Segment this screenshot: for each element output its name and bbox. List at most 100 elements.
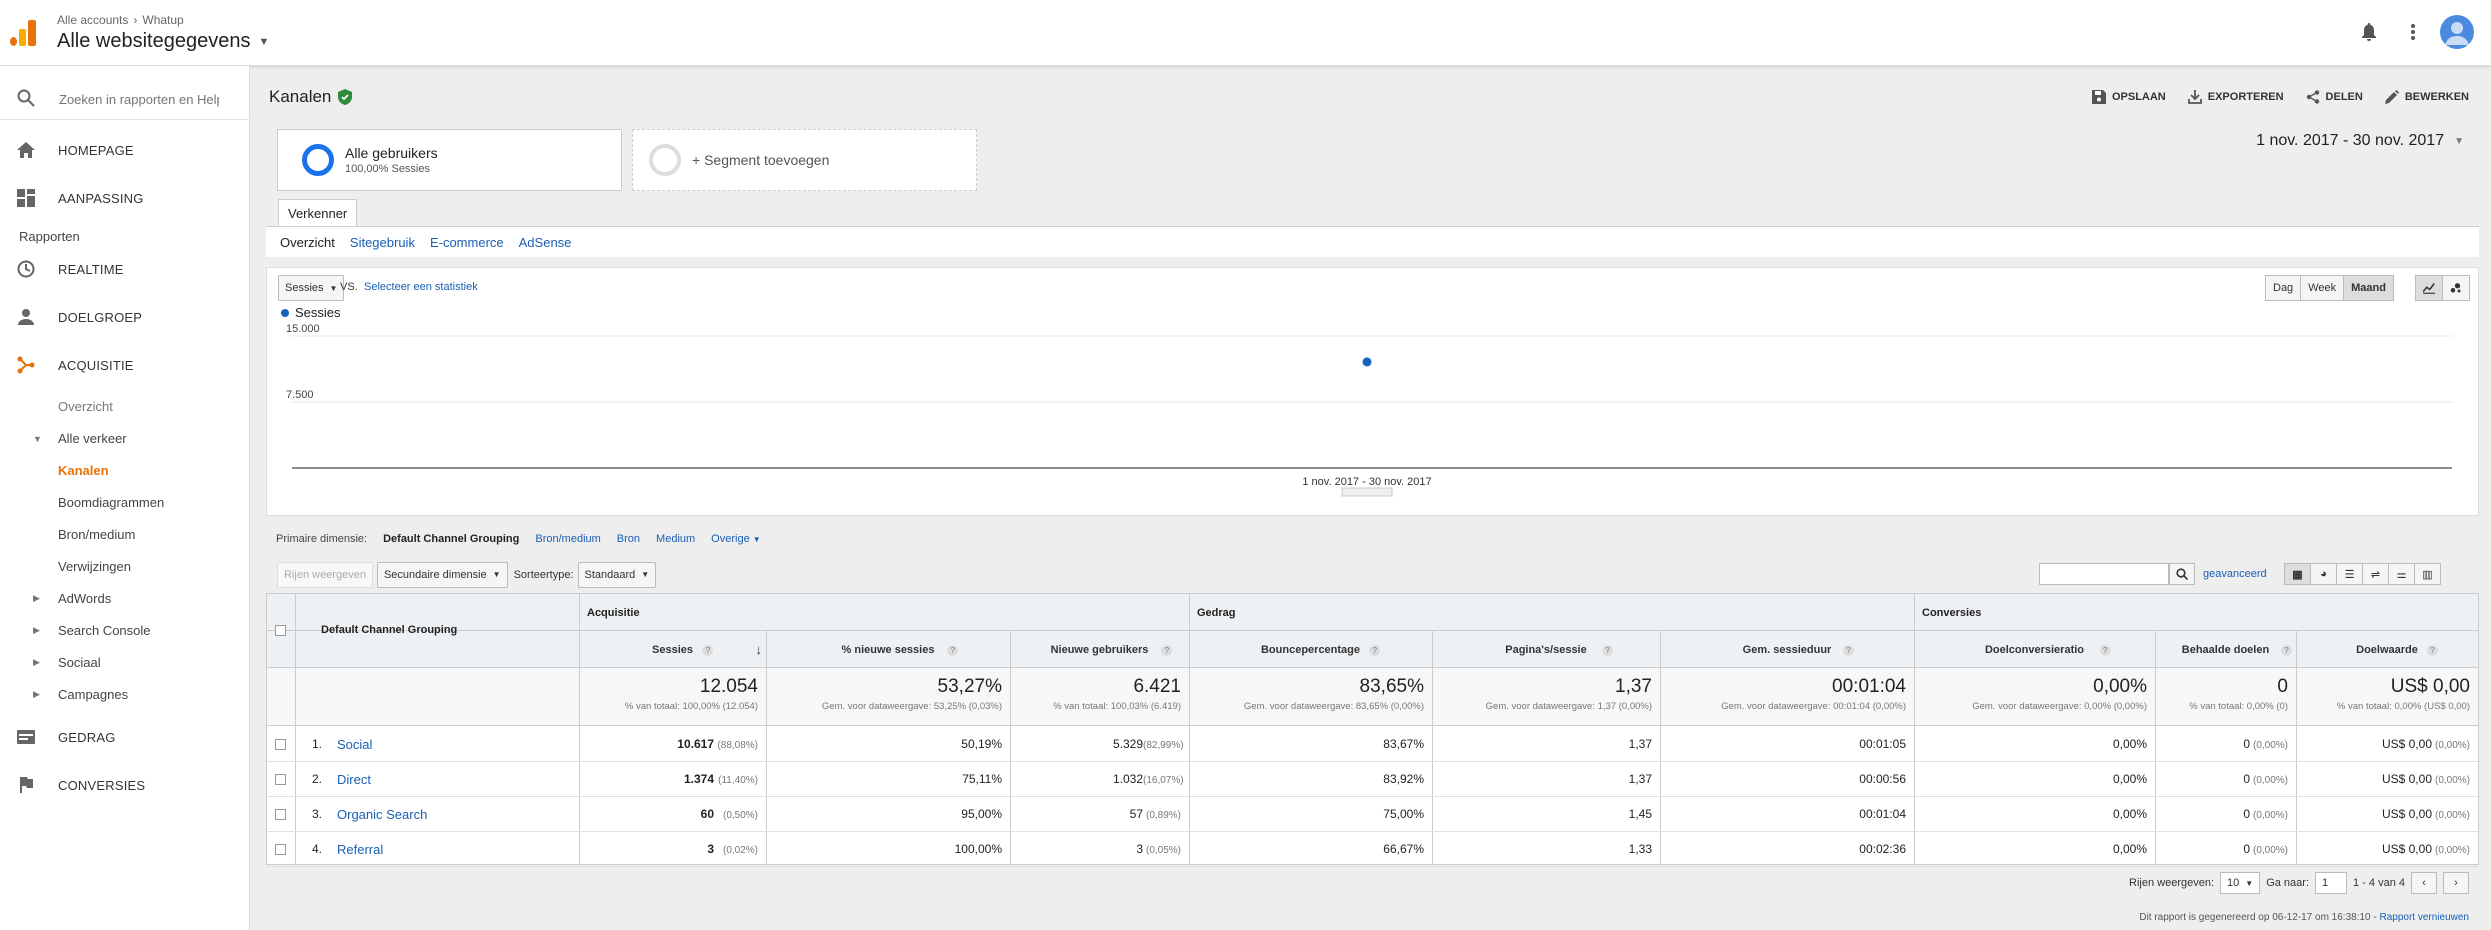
table-view-data-button[interactable]: ▦ xyxy=(2284,563,2311,585)
table-view-comparison-button[interactable]: ⇌ xyxy=(2362,563,2389,585)
sort-type-dropdown[interactable]: Standaard ▼ xyxy=(577,561,657,588)
share-button[interactable]: DELEN xyxy=(2306,90,2363,104)
help-icon[interactable]: ? xyxy=(1369,645,1381,656)
column-header[interactable]: Doelconversieratio? xyxy=(1914,631,2155,668)
sidebar-item-adwords[interactable]: AdWords xyxy=(58,591,112,606)
select-metric-link[interactable]: Selecteer een statistiek xyxy=(364,281,478,293)
help-icon[interactable]: ? xyxy=(2099,645,2111,656)
expand-right-icon[interactable]: ▶ xyxy=(33,657,40,667)
table-search-button[interactable] xyxy=(2169,563,2195,585)
sidebar-item-acquisition[interactable]: ACQUISITIE xyxy=(0,349,250,381)
help-icon[interactable]: ? xyxy=(1602,645,1613,656)
table-view-term-cloud-button[interactable]: ⚌ xyxy=(2388,563,2415,585)
add-segment-button[interactable]: + Segment toevoegen xyxy=(632,129,977,191)
dimension-medium-link[interactable]: Medium xyxy=(656,533,696,545)
edit-button[interactable]: BEWERKEN xyxy=(2384,90,2469,104)
channel-link[interactable]: Referral xyxy=(337,842,384,857)
metric-dropdown[interactable]: Sessies ▼ xyxy=(278,275,345,301)
subtab-site-usage[interactable]: Sitegebruik xyxy=(349,234,415,250)
sidebar-item-treemaps[interactable]: Boomdiagrammen xyxy=(58,495,165,510)
row-checkbox[interactable] xyxy=(275,774,286,785)
motion-chart-button[interactable] xyxy=(2442,275,2470,301)
table-view-pie-button[interactable]: ◕ xyxy=(2310,563,2337,585)
help-icon[interactable]: ? xyxy=(947,645,959,656)
period-day-button[interactable]: Dag xyxy=(2265,275,2302,301)
rows-per-page-select[interactable]: 10 ▼ xyxy=(2220,872,2261,894)
sidebar-item-campaigns[interactable]: Campagnes xyxy=(58,687,129,702)
column-header[interactable]: % nieuwe sessies? xyxy=(766,631,1010,668)
period-month-button[interactable]: Maand xyxy=(2343,275,2394,301)
column-header[interactable]: Sessies? ↓ xyxy=(652,642,763,657)
breadcrumb-account[interactable]: Alle accounts xyxy=(57,13,129,27)
column-header[interactable]: Pagina's/sessie? xyxy=(1432,631,1660,668)
breadcrumb-property[interactable]: Whatup xyxy=(142,13,184,27)
help-icon[interactable]: ? xyxy=(1161,645,1173,656)
sidebar-item-channels[interactable]: Kanalen xyxy=(58,463,109,478)
show-rows-button[interactable]: Rijen weergeven xyxy=(277,561,373,588)
subtab-adsense[interactable]: AdSense xyxy=(518,234,572,250)
view-selector[interactable]: Alle websitegegevens ▼ xyxy=(57,30,269,53)
dimension-source-link[interactable]: Bron xyxy=(616,533,641,545)
expand-right-icon[interactable]: ▶ xyxy=(33,593,40,603)
prev-page-button[interactable]: ‹ xyxy=(2411,872,2437,894)
export-button[interactable]: EXPORTEREN xyxy=(2187,90,2284,104)
secondary-dimension-dropdown[interactable]: Secundaire dimensie ▼ xyxy=(376,561,508,588)
sidebar-item-referrals[interactable]: Verwijzingen xyxy=(58,559,131,574)
goto-page-input[interactable]: 1 xyxy=(2315,872,2348,894)
expand-right-icon[interactable]: ▶ xyxy=(33,625,40,635)
sidebar-item-source-medium[interactable]: Bron/medium xyxy=(58,527,136,542)
help-icon[interactable]: ? xyxy=(2427,645,2438,656)
next-page-button[interactable]: › xyxy=(2443,872,2469,894)
table-filter-input[interactable] xyxy=(2039,563,2169,585)
dimension-column-header[interactable]: Default Channel Grouping xyxy=(321,624,458,636)
help-icon[interactable]: ? xyxy=(702,645,714,656)
tab-explorer[interactable]: Verkenner xyxy=(278,199,358,227)
column-header[interactable]: Doelwaarde? xyxy=(2296,631,2478,668)
dimension-source-medium-link[interactable]: Bron/medium xyxy=(535,533,601,545)
row-checkbox[interactable] xyxy=(275,809,286,820)
period-week-button[interactable]: Week xyxy=(2300,275,2345,301)
search-input[interactable] xyxy=(59,92,219,107)
expand-down-icon[interactable]: ▼ xyxy=(33,434,42,444)
channel-link[interactable]: Social xyxy=(337,737,373,752)
avatar[interactable] xyxy=(2440,15,2474,49)
sidebar-item-all-traffic[interactable]: Alle verkeer xyxy=(58,431,127,446)
line-chart-button[interactable] xyxy=(2415,275,2443,301)
bell-icon[interactable] xyxy=(2357,20,2381,44)
column-header[interactable]: Gem. sessieduur? xyxy=(1660,631,1914,668)
row-checkbox[interactable] xyxy=(275,844,286,855)
sidebar-item-search-console[interactable]: Search Console xyxy=(58,623,151,638)
table-view-performance-button[interactable]: ☰ xyxy=(2336,563,2363,585)
subtab-ecommerce[interactable]: E-commerce xyxy=(429,234,504,250)
select-all-checkbox[interactable] xyxy=(275,625,286,636)
row-checkbox[interactable] xyxy=(275,739,286,750)
save-button[interactable]: OPSLAAN xyxy=(2091,90,2166,104)
table-view-pivot-button[interactable]: ▥ xyxy=(2414,563,2441,585)
refresh-report-link[interactable]: Rapport vernieuwen xyxy=(2379,912,2470,923)
subtab-overview[interactable]: Overzicht xyxy=(280,234,335,250)
sidebar-item-audience[interactable]: DOELGROEP xyxy=(0,301,250,333)
channel-link[interactable]: Organic Search xyxy=(337,807,428,822)
sort-descending-icon[interactable]: ↓ xyxy=(755,642,763,657)
column-header[interactable]: Behaalde doelen? xyxy=(2155,631,2296,668)
sidebar-item-acq-overview[interactable]: Overzicht xyxy=(58,399,113,414)
date-range-picker[interactable]: 1 nov. 2017 - 30 nov. 2017 ▼ xyxy=(2256,132,2464,150)
sidebar-item-behavior[interactable]: GEDRAG xyxy=(0,721,250,753)
segment-all-users[interactable]: Alle gebruikers 100,00% Sessies xyxy=(277,129,622,191)
analytics-logo[interactable] xyxy=(10,20,36,46)
sidebar-item-home[interactable]: HOMEPAGE xyxy=(0,134,250,166)
help-icon[interactable]: ? xyxy=(2281,645,2292,656)
dimension-other-dropdown[interactable]: Overige ▼ xyxy=(711,533,761,545)
breadcrumb[interactable]: Alle accounts › Whatup xyxy=(57,13,184,27)
expand-right-icon[interactable]: ▶ xyxy=(33,689,40,699)
help-icon[interactable]: ? xyxy=(1843,645,1854,656)
column-header[interactable]: Nieuwe gebruikers? xyxy=(1010,631,1189,668)
channel-link[interactable]: Direct xyxy=(337,772,371,787)
sidebar-item-realtime[interactable]: REALTIME xyxy=(0,253,250,285)
sidebar-item-conversions[interactable]: CONVERSIES xyxy=(0,769,250,801)
advanced-filter-link[interactable]: geavanceerd xyxy=(2203,568,2267,580)
more-vert-icon[interactable] xyxy=(2401,20,2425,44)
column-header[interactable]: Bouncepercentage? xyxy=(1189,631,1432,668)
sidebar-item-social[interactable]: Sociaal xyxy=(58,655,101,670)
sidebar-item-customization[interactable]: AANPASSING xyxy=(0,182,250,214)
